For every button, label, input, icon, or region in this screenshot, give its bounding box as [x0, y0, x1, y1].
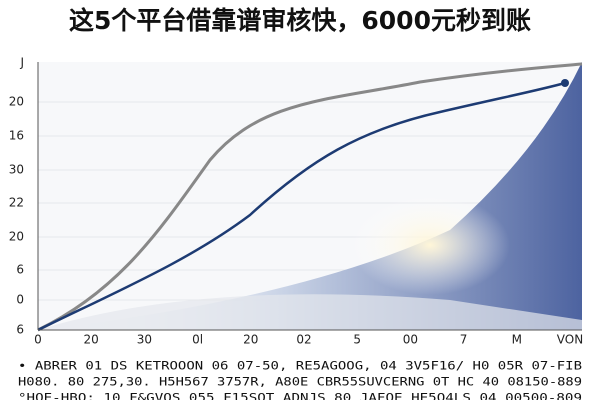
end-dot: [561, 79, 569, 87]
x-axis-label: 20: [243, 333, 258, 347]
blue-curve: [37, 81, 566, 332]
plot: [37, 62, 583, 332]
x-axis-label: 02: [296, 333, 311, 347]
x-axis-label: 7: [460, 333, 468, 347]
footnote: • ABRER 01 DS KETROOON 06 07-50, RE5AGOO…: [18, 359, 582, 373]
x-axis-label: M: [512, 333, 522, 347]
y-axis-label: 0: [16, 293, 24, 307]
x-axis-label: 20: [84, 333, 99, 347]
y-axis-label: 6: [16, 323, 24, 337]
y-axis-label: 30: [9, 163, 24, 177]
x-axis-label: 00: [403, 333, 418, 347]
y-axis-label: 22: [9, 196, 24, 210]
y-axis-label: 20: [9, 230, 24, 244]
x-axis-label: 0: [34, 333, 42, 347]
x-axis-label: 5: [353, 333, 361, 347]
glow: [350, 195, 510, 295]
footnote: H080. 80 275,30. H5H567 3757R, A80E CBR5…: [18, 375, 582, 389]
y-axis-label: 20: [9, 95, 24, 109]
footnote: °HOE-HBO: 10 F&GVOS 055 F15SOT ADNJS 80 …: [18, 391, 582, 400]
y-axis-label: 6: [16, 263, 24, 277]
y-axis-label: 16: [9, 129, 24, 143]
x-axis-label: 30: [137, 333, 152, 347]
x-axis-label: 0l: [192, 333, 203, 347]
title: 这5个平台借靠谱审核快，6000元秒到账: [69, 6, 531, 35]
y-axis-label: J: [19, 56, 24, 70]
lower-band: [38, 294, 582, 330]
x-axis-label: VON: [557, 333, 583, 347]
gray-curve: [37, 62, 583, 332]
